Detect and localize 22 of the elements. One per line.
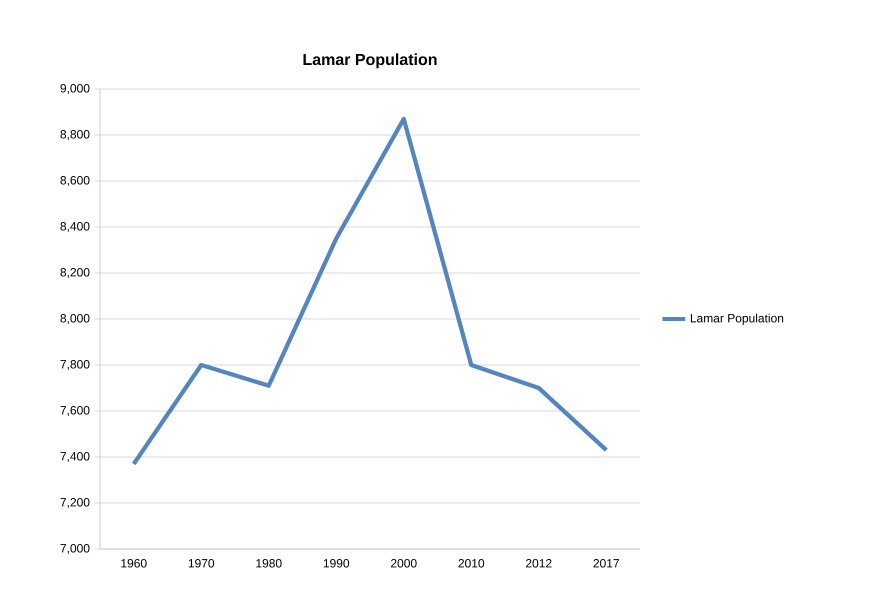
x-tick-label: 2010: [458, 559, 484, 568]
x-tick-label: 1970: [188, 559, 214, 568]
legend-label: Lamar Population: [690, 314, 784, 325]
y-tick-label: 8,800: [60, 130, 90, 140]
line-series: [132, 116, 608, 466]
y-tick-label: 7,400: [60, 452, 90, 462]
x-tick-label: 1960: [121, 559, 147, 568]
y-tick-label: 8,600: [60, 176, 90, 186]
x-tick-label: 2017: [594, 559, 619, 568]
x-tick-label: 2012: [526, 559, 552, 568]
y-tick-label: 8,000: [60, 314, 90, 324]
y-tick-label: 9,000: [60, 84, 90, 94]
y-tick-label: 8,200: [60, 268, 90, 278]
y-tick-label: 7,600: [60, 406, 90, 416]
y-tick-label: 8,400: [60, 222, 90, 232]
y-tick-label: 7,000: [60, 544, 90, 554]
x-tick-label: 2000: [391, 559, 417, 568]
x-tick-label: 1990: [324, 559, 350, 568]
x-tick-label: 1980: [256, 559, 282, 568]
y-tick-label: 7,800: [60, 360, 90, 370]
chart-title: Lamar Population: [304, 53, 437, 68]
y-tick-label: 7,200: [60, 498, 90, 508]
